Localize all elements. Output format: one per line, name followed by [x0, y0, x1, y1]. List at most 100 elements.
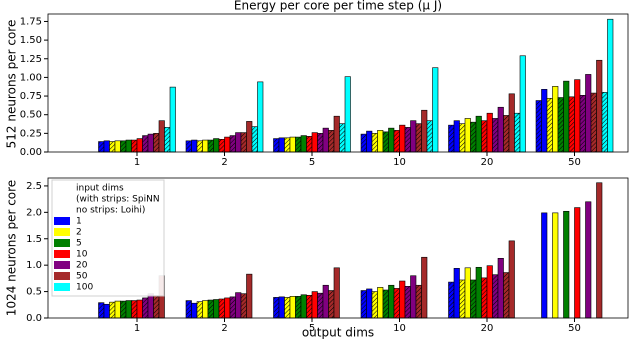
bar — [125, 300, 132, 319]
bar — [207, 139, 214, 153]
bar — [218, 298, 225, 319]
bar — [131, 300, 138, 319]
bar — [432, 67, 439, 153]
x-tick-label: 10 — [393, 157, 406, 168]
y-tick-label: 2.0 — [26, 207, 42, 218]
bar — [273, 297, 280, 319]
bar — [371, 291, 378, 319]
bar — [246, 273, 253, 319]
bar — [541, 212, 548, 319]
y-tick-label: 1.0 — [26, 260, 42, 271]
bar — [136, 299, 143, 319]
y-tick-label: 0.0 — [26, 313, 42, 324]
bar — [596, 182, 603, 319]
bar — [131, 139, 138, 153]
bar — [196, 140, 203, 153]
bar — [360, 290, 367, 319]
bar — [229, 296, 236, 319]
y-tick-label: 2.5 — [26, 181, 42, 192]
bar — [585, 201, 592, 319]
bar — [311, 132, 318, 153]
bar — [98, 302, 105, 319]
y-axis-label: 1024 neurons per core — [5, 180, 19, 316]
bar — [508, 240, 515, 319]
bar — [415, 123, 422, 153]
x-tick-label: 50 — [568, 157, 581, 168]
bar — [185, 140, 192, 153]
y-tick-label: 1.5 — [26, 234, 42, 245]
y-tick-label: 0.75 — [20, 91, 42, 102]
bar — [328, 290, 335, 319]
bar — [300, 294, 307, 319]
bar — [388, 284, 395, 319]
legend-swatch — [54, 283, 70, 291]
bar — [470, 279, 477, 319]
bar — [246, 121, 253, 153]
bar — [552, 212, 559, 319]
bar — [295, 136, 302, 153]
bar — [508, 93, 515, 153]
bar — [404, 127, 411, 153]
bar — [546, 97, 553, 153]
bar — [503, 272, 510, 319]
bar — [421, 109, 428, 153]
bar — [109, 301, 116, 319]
bar — [344, 76, 351, 153]
bar — [448, 281, 455, 319]
bar — [541, 89, 548, 153]
x-tick-label: 5 — [309, 157, 315, 168]
bar — [399, 124, 406, 153]
bar — [453, 120, 460, 153]
bar — [114, 300, 121, 319]
bar — [218, 139, 225, 153]
bar — [426, 120, 433, 153]
bar — [574, 79, 581, 153]
bar — [284, 137, 291, 153]
legend-box — [51, 179, 165, 297]
legend-title: no strips: Loihi) — [76, 206, 145, 216]
bar — [377, 287, 384, 319]
x-tick-label: 20 — [481, 157, 494, 168]
bar — [579, 95, 586, 153]
bar — [563, 80, 570, 153]
bar — [410, 275, 417, 319]
bar — [207, 299, 214, 319]
y-tick-label: 1.75 — [20, 16, 42, 27]
bar — [404, 286, 411, 319]
bar — [475, 115, 482, 153]
bar — [278, 137, 285, 153]
legend-label: 1 — [76, 217, 82, 227]
x-tick-label: 1 — [134, 323, 140, 334]
chart-title: Energy per core per time step (μ J) — [234, 0, 442, 13]
bar — [459, 123, 466, 153]
bar — [339, 123, 346, 153]
bar — [601, 92, 608, 153]
axes-frame — [47, 13, 629, 153]
legend-title: input dims — [76, 184, 124, 194]
bar — [563, 210, 570, 319]
bar — [481, 277, 488, 319]
legend-swatch — [54, 261, 70, 269]
bar — [486, 112, 493, 153]
bar — [366, 288, 373, 319]
bar — [377, 130, 384, 153]
bar — [568, 96, 575, 153]
bar — [125, 139, 132, 153]
bar — [607, 18, 614, 153]
bar — [273, 138, 280, 153]
bar — [202, 300, 209, 319]
bar — [557, 97, 564, 153]
bar — [120, 140, 127, 153]
legend-swatch — [54, 272, 70, 280]
y-axis-label: 512 neurons per core — [5, 20, 19, 149]
bar — [333, 115, 340, 153]
bar — [328, 130, 335, 153]
bar — [322, 284, 329, 319]
y-tick-label: 0.5 — [26, 287, 42, 298]
bar — [464, 267, 471, 319]
x-tick-label: 50 — [568, 323, 581, 334]
legend-swatch — [54, 217, 70, 225]
bar — [306, 136, 313, 153]
bar — [147, 133, 154, 153]
